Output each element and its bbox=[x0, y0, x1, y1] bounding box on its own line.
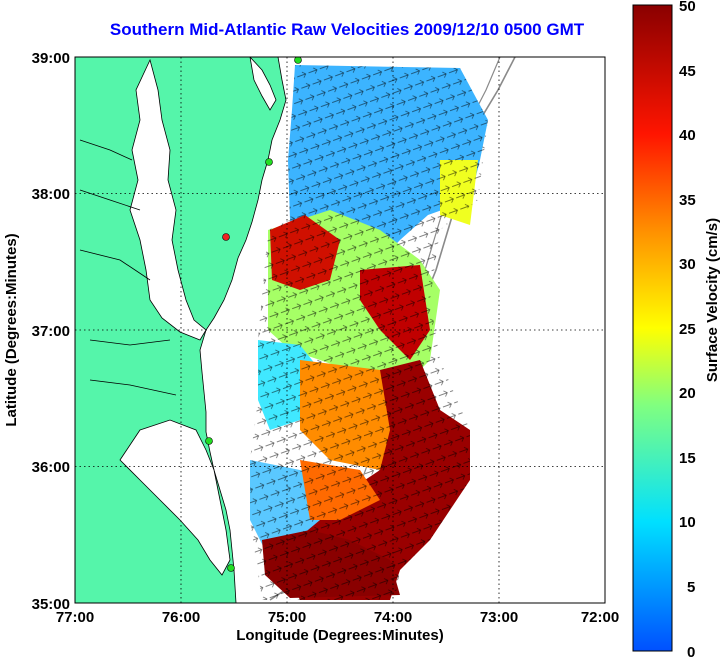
colorbar-tick-label: 25 bbox=[679, 321, 696, 338]
x-tick-label: 76:00 bbox=[162, 609, 200, 626]
y-tick-label: 37:00 bbox=[32, 323, 70, 340]
y-axis: 39:00 38:00 37:00 36:00 35:00 Latitude (… bbox=[3, 50, 70, 613]
station-markers bbox=[205, 57, 302, 572]
river bbox=[79, 139, 177, 396]
colorbar-tick-label: 40 bbox=[679, 127, 696, 144]
plot-frame bbox=[74, 56, 606, 604]
grid bbox=[75, 57, 605, 603]
colorbar-tick-label: 15 bbox=[679, 450, 696, 467]
y-tick-label: 35:00 bbox=[32, 596, 70, 613]
colorbar-tick-label: 45 bbox=[679, 63, 696, 80]
colorbar-tick-label: 0 bbox=[687, 644, 695, 659]
colorbar-label: Surface Velocity (cm/s) bbox=[704, 218, 721, 382]
colorbar-tick-label: 5 bbox=[687, 579, 695, 596]
chesapeake-bay bbox=[129, 58, 207, 341]
station-marker bbox=[205, 437, 213, 445]
colorbar: 50 45 40 35 30 25 20 15 10 5 0 Surface V… bbox=[632, 0, 721, 659]
x-tick-label: 75:00 bbox=[268, 609, 306, 626]
delaware-bay bbox=[249, 57, 277, 111]
x-tick-label: 72:00 bbox=[581, 609, 619, 626]
colorbar-tick-label: 20 bbox=[679, 385, 696, 402]
x-axis-label: Longitude (Degrees:Minutes) bbox=[236, 627, 444, 644]
x-tick-label: 73:00 bbox=[480, 609, 518, 626]
station-marker bbox=[265, 158, 273, 166]
y-tick-label: 38:00 bbox=[32, 186, 70, 203]
y-axis-label: Latitude (Degrees:Minutes) bbox=[3, 233, 20, 426]
colorbar-gradient bbox=[632, 4, 673, 652]
colorbar-tick-label: 30 bbox=[679, 256, 696, 273]
x-tick-label: 77:00 bbox=[56, 609, 94, 626]
x-tick-label: 74:00 bbox=[374, 609, 412, 626]
y-tick-label: 36:00 bbox=[32, 459, 70, 476]
pamlico-sound bbox=[119, 419, 231, 576]
colorbar-tick-label: 50 bbox=[679, 0, 696, 15]
station-marker bbox=[294, 57, 302, 64]
x-axis: 77:00 76:00 75:00 74:00 73:00 72:00 Long… bbox=[56, 609, 619, 644]
y-tick-label: 39:00 bbox=[32, 50, 70, 67]
colorbar-tick-label: 35 bbox=[679, 192, 696, 209]
colorbar-tick-label: 10 bbox=[679, 514, 696, 531]
station-marker bbox=[222, 233, 230, 241]
station-marker bbox=[227, 564, 235, 572]
map-title: Southern Mid-Atlantic Raw Velocities 200… bbox=[109, 20, 585, 39]
